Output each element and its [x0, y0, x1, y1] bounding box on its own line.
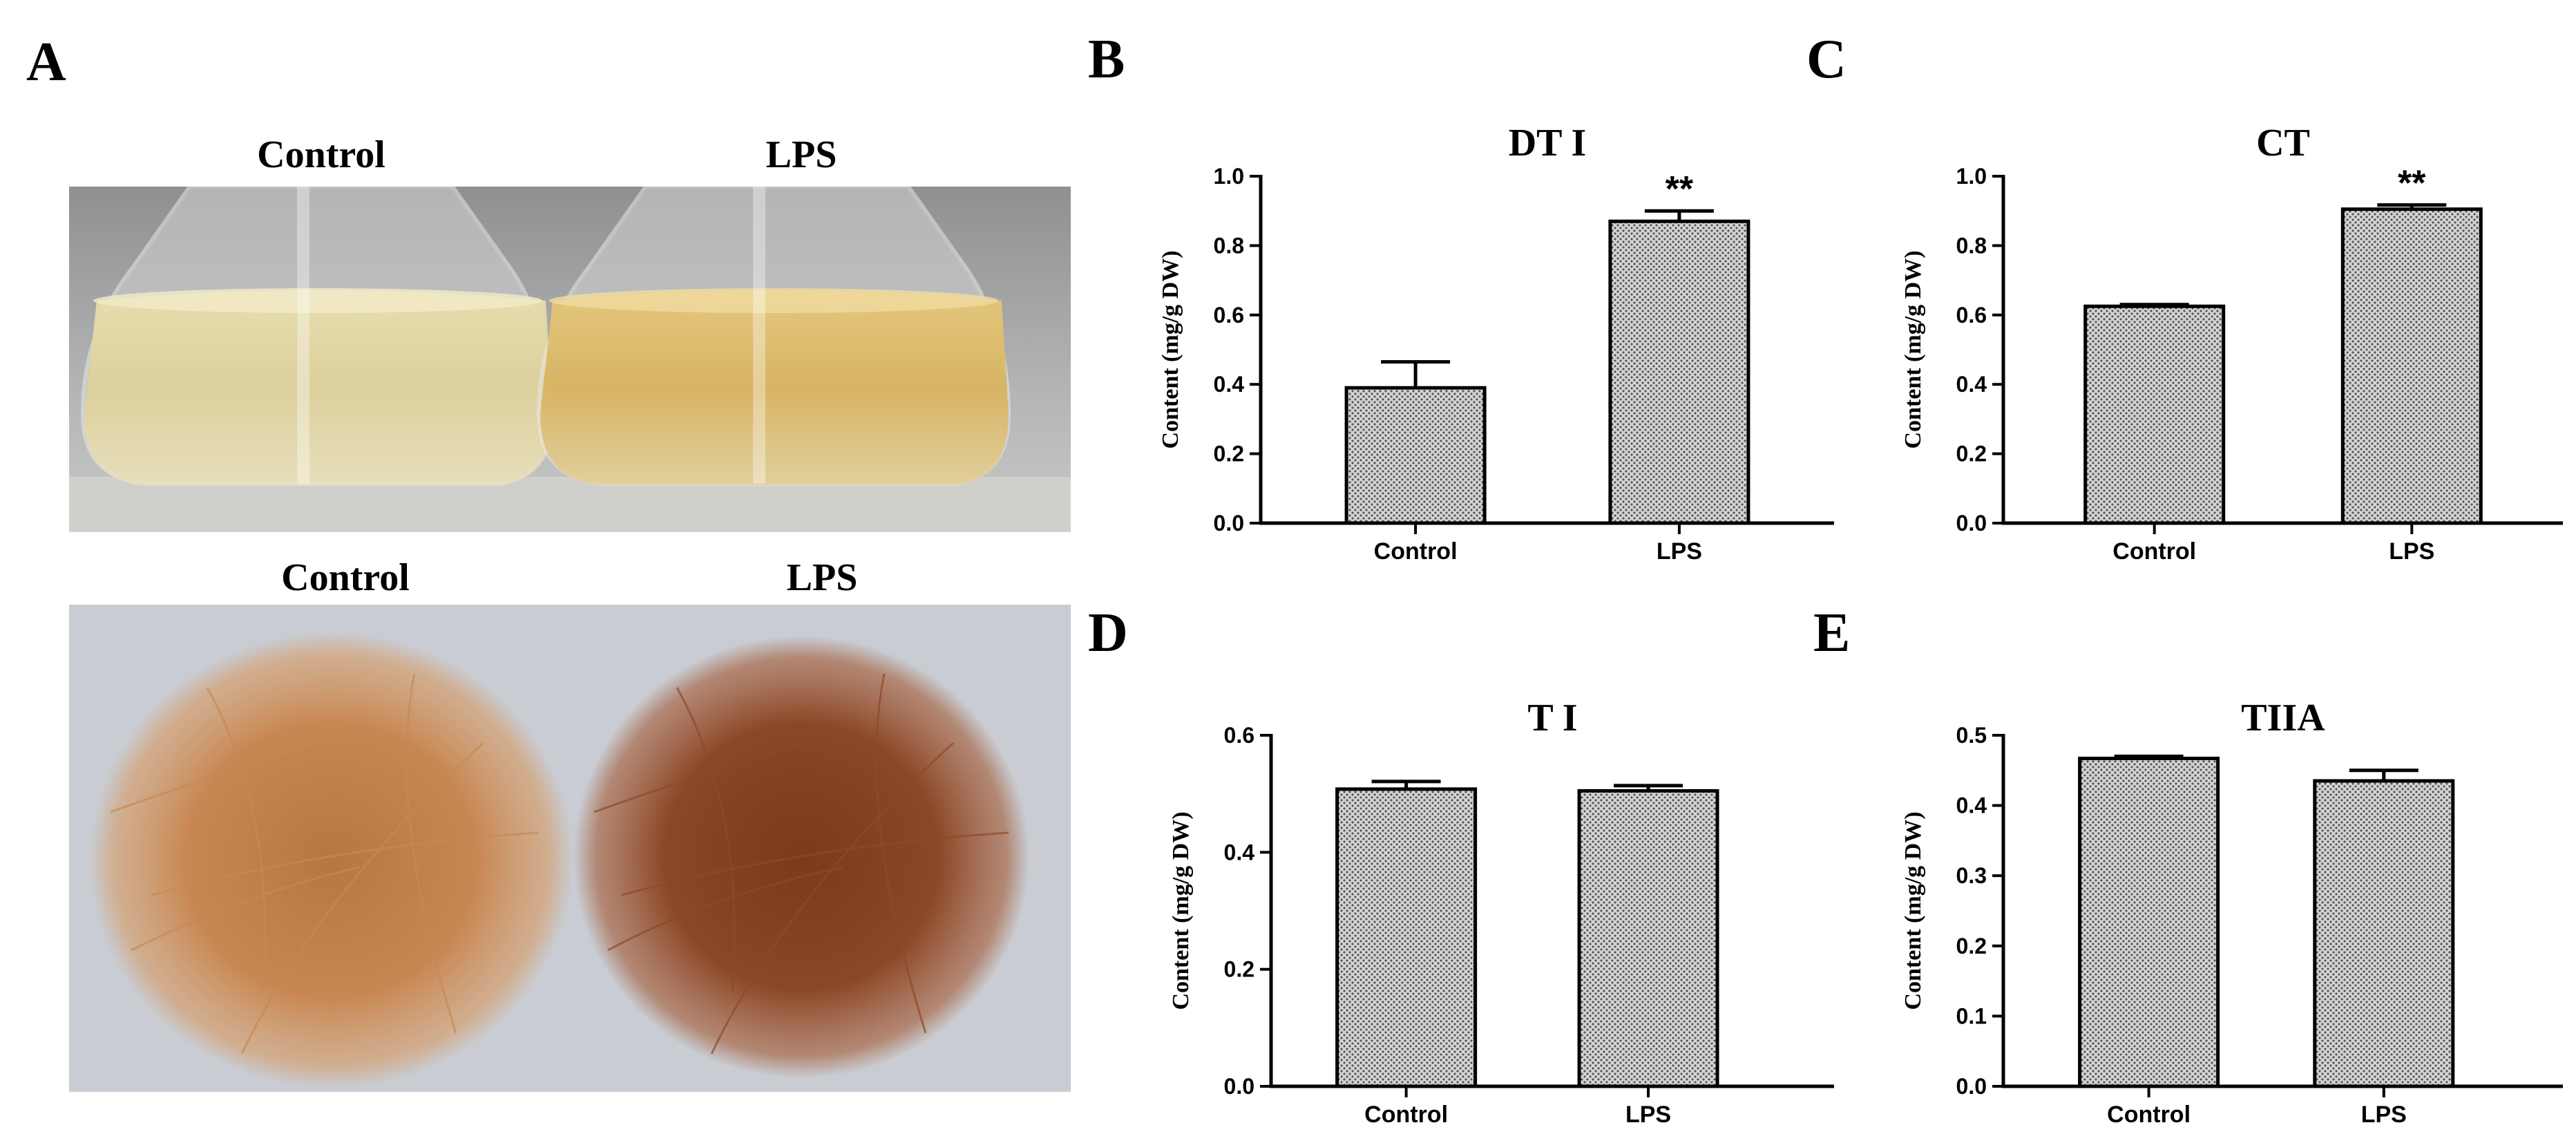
x-tick-label: Control	[2107, 1102, 2191, 1128]
bar-lps	[1577, 788, 1719, 1088]
y-tick-label: 0.2	[1214, 442, 1244, 466]
chart-title: T I	[1527, 697, 1577, 739]
y-tick-label: 0.4	[1214, 372, 1245, 397]
y-tick-label: 0.8	[1214, 233, 1244, 258]
y-tick-label: 0.4	[1956, 372, 1987, 397]
y-axis-label: Content (mg/g DW)	[1168, 811, 1194, 1010]
significance-mark: **	[2398, 164, 2426, 204]
x-tick-label: Control	[2112, 538, 2196, 565]
root-control-label: Control	[281, 556, 410, 599]
y-tick-label: 0.0	[1224, 1074, 1254, 1099]
y-tick-label: 0.0	[1956, 1074, 1987, 1099]
panel-letter: E	[1813, 603, 1850, 663]
y-tick-label: 1.0	[1956, 164, 1987, 189]
y-tick-label: 0.0	[1956, 511, 1987, 536]
flask-control-label: Control	[257, 133, 385, 176]
y-tick-label: 0.2	[1956, 934, 1987, 958]
panel-a-letter: A	[26, 32, 66, 93]
panel-letter: D	[1088, 603, 1128, 663]
y-tick-label: 0.0	[1214, 511, 1244, 536]
y-tick-label: 0.3	[1956, 863, 1987, 888]
panel-letter: C	[1806, 29, 1847, 90]
y-tick-label: 0.6	[1214, 303, 1244, 328]
y-tick-label: 0.8	[1956, 233, 1987, 258]
y-tick-label: 0.2	[1224, 957, 1254, 982]
flask-lps-label: LPS	[765, 133, 837, 176]
hairy-root-photo	[69, 605, 1071, 1092]
bar-lps	[2340, 207, 2483, 525]
y-axis-label: Content (mg/g DW)	[1900, 811, 1926, 1010]
bar-control	[1344, 386, 1487, 525]
y-tick-label: 0.6	[1956, 303, 1987, 328]
x-tick-label: LPS	[1657, 538, 1702, 565]
chart-panel-e: E TIIA Content (mg/g DW) 0.0 0.1 0.2 0.3 0.4 0.5…	[1813, 603, 2563, 1128]
bar-control	[2078, 757, 2220, 1088]
bar-lps	[1608, 219, 1750, 525]
chart-title: TIIA	[2241, 697, 2325, 739]
x-tick-label: LPS	[2389, 538, 2434, 565]
panel-letter: B	[1088, 29, 1125, 90]
y-axis-label: Content (mg/g DW)	[1900, 250, 1926, 448]
y-tick-label: 0.4	[1224, 840, 1255, 864]
bar-control	[2083, 304, 2226, 525]
chart-title: CT	[2256, 122, 2310, 164]
chart-panel-d: D T I Content (mg/g DW) 0.0 0.2 0.4 0.6 Control…	[1088, 603, 1834, 1128]
bar-lps	[2313, 779, 2455, 1088]
y-tick-label: 0.4	[1956, 793, 1987, 818]
chart-title: DT I	[1509, 122, 1587, 164]
chart-panel-c: C CT Content (mg/g DW) 0.0 0.2 0.4 0.6 0.8 1.0 Co…	[1806, 29, 2563, 565]
x-tick-label: LPS	[2361, 1102, 2407, 1128]
x-tick-label: LPS	[1625, 1102, 1671, 1128]
root-lps-label: LPS	[786, 556, 858, 599]
bar-control	[1335, 787, 1478, 1088]
y-axis-label: Content (mg/g DW)	[1158, 250, 1183, 448]
y-tick-label: 1.0	[1214, 164, 1244, 189]
y-tick-label: 0.2	[1956, 442, 1987, 466]
y-tick-label: 0.6	[1224, 723, 1254, 748]
y-tick-label: 0.5	[1956, 723, 1987, 748]
x-tick-label: Control	[1364, 1102, 1448, 1128]
significance-mark: **	[1666, 169, 1694, 209]
x-tick-label: Control	[1374, 538, 1458, 565]
y-tick-label: 0.1	[1956, 1003, 1987, 1028]
chart-panel-b: B DT I Content (mg/g DW) 0.0 0.2 0.4 0.6 0.8 1.0…	[1088, 29, 1834, 565]
flask-photo	[69, 187, 1071, 532]
